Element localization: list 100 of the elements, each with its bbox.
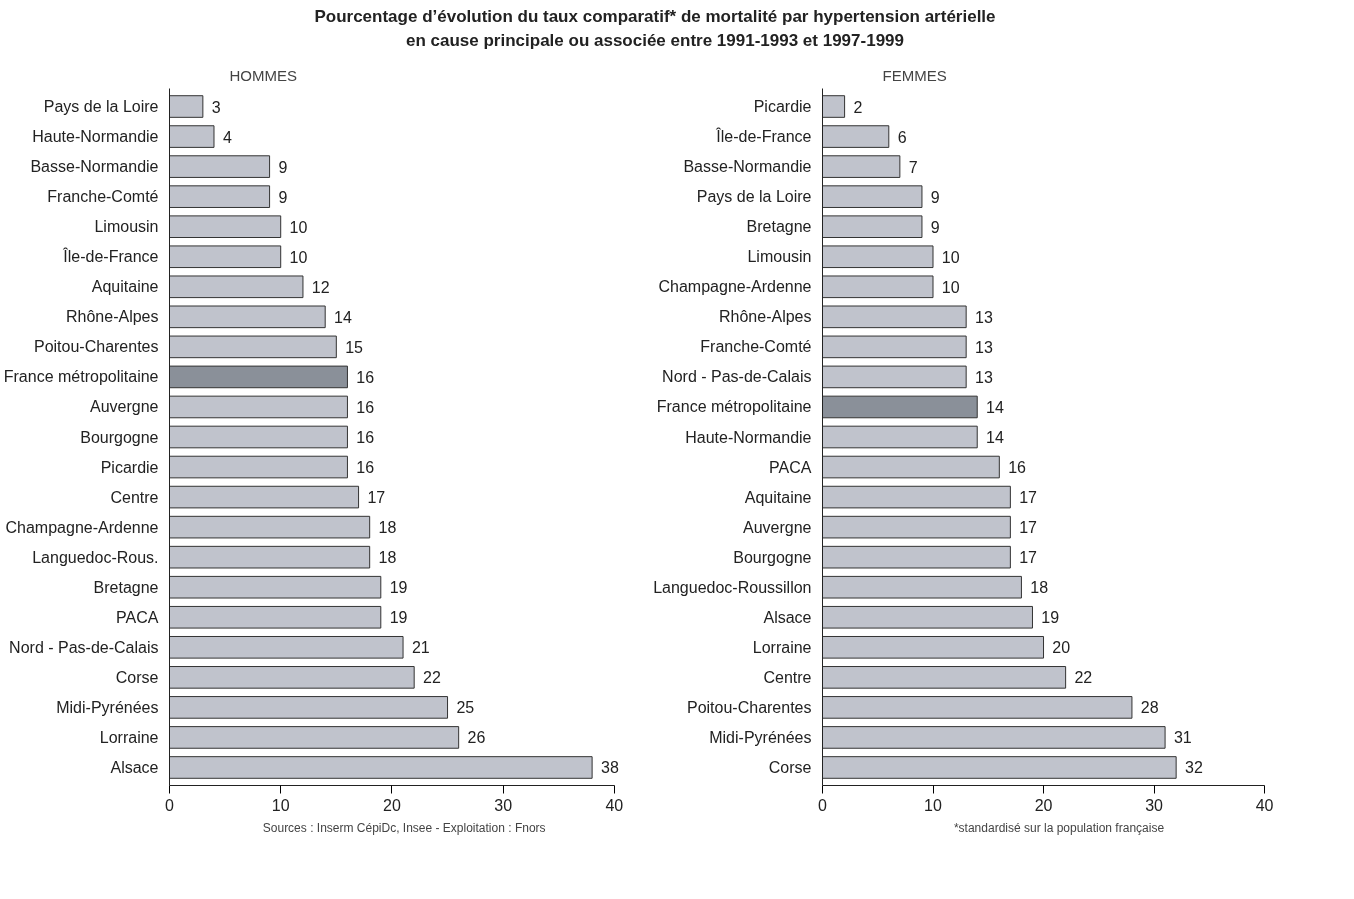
y-tick-label: Nord - Pas-de-Calais (662, 367, 812, 385)
bar (822, 575, 1022, 599)
bar (169, 395, 348, 418)
data-label: 9 (278, 158, 288, 176)
y-tick-label: Bourgogne (80, 428, 159, 446)
data-label: 12 (311, 278, 330, 296)
y-tick-label: Aquitaine (744, 488, 812, 506)
bar (169, 124, 215, 148)
data-label: 9 (278, 188, 288, 206)
chart-subtitle: HOMMES (229, 66, 297, 84)
data-label: 31 (1173, 728, 1192, 746)
data-label: 10 (289, 218, 308, 236)
data-label: 17 (367, 488, 386, 506)
bar (169, 575, 382, 599)
bar (822, 605, 1033, 629)
y-tick-label: Haute-Normandie (32, 127, 159, 145)
bar (822, 485, 1011, 508)
x-tick-label: 10 (924, 796, 943, 814)
bar (822, 184, 923, 208)
bar (169, 695, 449, 719)
y-tick-label: Picardie (100, 458, 159, 476)
data-label: 2 (853, 98, 863, 116)
data-label: 19 (389, 578, 408, 596)
bar (169, 214, 282, 238)
bar (822, 94, 846, 118)
bar (822, 124, 890, 148)
bar (822, 695, 1133, 719)
bar (169, 665, 415, 689)
bar (822, 515, 1011, 539)
y-tick-label: Midi-Pyrénées (709, 728, 812, 746)
bar (822, 365, 967, 388)
data-label: 17 (1019, 548, 1038, 566)
y-tick-label: Centre (763, 668, 812, 686)
data-label: 19 (389, 608, 408, 626)
data-label: 32 (1184, 759, 1203, 777)
data-label: 22 (1074, 668, 1093, 686)
bar (169, 305, 326, 328)
y-tick-label: Franche-Comté (700, 337, 812, 355)
bar (169, 725, 460, 749)
x-tick-label: 0 (818, 796, 828, 814)
bar (169, 515, 371, 539)
x-tick-label: 40 (605, 796, 624, 814)
y-tick-label: Île-de-France (62, 246, 159, 265)
x-tick-label: 40 (1255, 796, 1274, 814)
x-tick-label: 30 (1145, 796, 1164, 814)
bar (822, 545, 1011, 569)
y-tick-label: Champagne-Ardenne (5, 518, 159, 536)
data-label: 16 (356, 368, 375, 386)
x-tick-label: 20 (1034, 796, 1053, 814)
y-tick-label: Auvergne (743, 518, 812, 536)
bar (822, 455, 1000, 478)
x-tick-label: 30 (494, 796, 513, 814)
data-label: 28 (1140, 698, 1159, 716)
data-label: 16 (356, 458, 375, 476)
data-label: 21 (411, 638, 430, 656)
data-label: 14 (986, 428, 1004, 446)
bar (822, 214, 923, 238)
data-label: 13 (975, 368, 993, 386)
bar (822, 635, 1045, 659)
y-tick-label: Centre (110, 488, 159, 506)
y-tick-label: Corse (768, 758, 812, 776)
bar (169, 455, 348, 478)
y-tick-label: PACA (769, 458, 812, 476)
text: *standardisé sur la population française (953, 820, 1165, 835)
bar (169, 244, 282, 268)
data-label: 16 (356, 428, 375, 446)
bar (822, 335, 967, 358)
y-tick-label: Languedoc-Rous. (32, 548, 159, 566)
data-label: 9 (930, 188, 940, 206)
y-tick-label: France métropolitaine (3, 367, 159, 385)
y-tick-label: Aquitaine (91, 277, 159, 295)
y-tick-label: Midi-Pyrénées (56, 698, 159, 716)
y-tick-label: Franche-Comté (47, 187, 159, 205)
bar (169, 605, 382, 629)
y-tick-label: Alsace (110, 758, 159, 776)
bar (822, 305, 967, 328)
bar (822, 154, 901, 178)
bar (822, 725, 1166, 749)
x-tick-label: 20 (383, 796, 401, 814)
bar (169, 154, 271, 178)
data-label: 22 (423, 668, 441, 686)
data-label: 20 (1052, 638, 1071, 656)
x-tick-label: 0 (165, 796, 175, 814)
data-label: 13 (975, 308, 993, 326)
y-tick-label: Nord - Pas-de-Calais (9, 638, 159, 656)
data-label: 38 (601, 759, 619, 777)
source-note: Sources : Inserm CépiDc, Insee - Exploitation : Fnors (262, 820, 546, 835)
data-label: 13 (975, 338, 993, 356)
y-tick-label: Haute-Normandie (685, 428, 812, 446)
y-tick-label: Basse-Normandie (683, 157, 812, 175)
y-tick-label: Poitou-Charentes (33, 337, 159, 355)
data-label: 26 (467, 728, 486, 746)
y-tick-label: Basse-Normandie (30, 157, 159, 175)
data-label: 15 (345, 338, 364, 356)
data-label: 14 (334, 308, 352, 326)
y-tick-label: Corse (115, 668, 159, 686)
y-tick-label: Lorraine (752, 638, 812, 656)
bar (822, 275, 934, 298)
y-tick-label: PACA (116, 608, 159, 626)
bar (822, 665, 1067, 689)
